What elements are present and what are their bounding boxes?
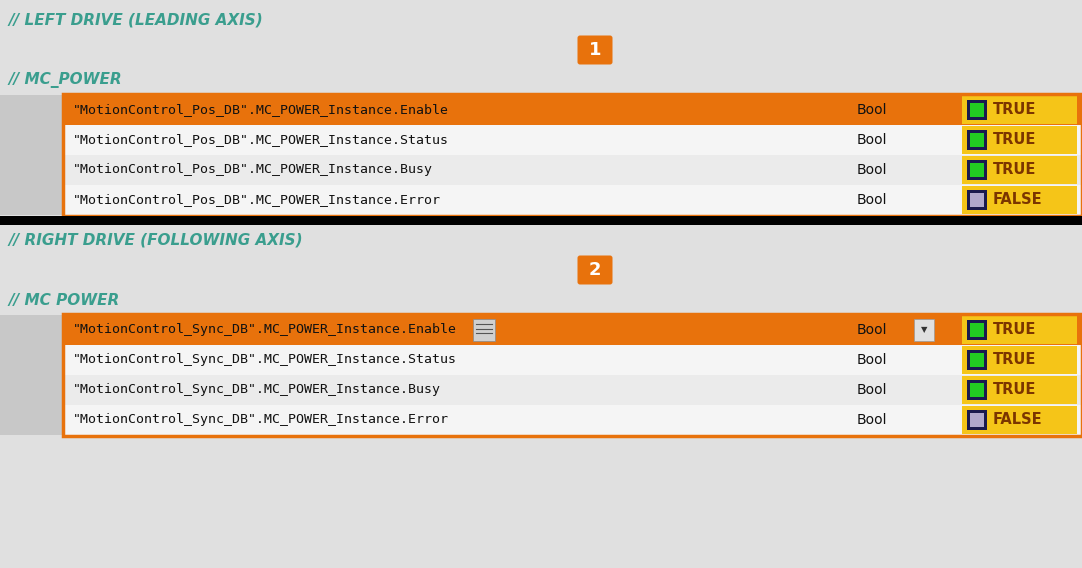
Bar	[0, 95, 1082, 125]
Text: TRUE: TRUE	[993, 323, 1037, 337]
Bar	[914, 319, 934, 341]
Bar	[969, 323, 984, 337]
Text: "MotionControl_Pos_DB".MC_POWER_Instance.Status: "MotionControl_Pos_DB".MC_POWER_Instance…	[72, 133, 449, 147]
Bar	[969, 103, 984, 117]
Bar	[967, 160, 987, 180]
Bar	[962, 156, 1077, 184]
Bar	[0, 155, 65, 185]
Bar	[0, 125, 65, 155]
Bar	[962, 316, 1077, 344]
Text: "MotionControl_Sync_DB".MC_POWER_Instance.Enable: "MotionControl_Sync_DB".MC_POWER_Instanc…	[72, 324, 457, 336]
Text: // LEFT DRIVE (LEADING AXIS): // LEFT DRIVE (LEADING AXIS)	[8, 12, 263, 27]
Text: FALSE: FALSE	[993, 193, 1043, 207]
Bar	[0, 185, 65, 215]
Text: TRUE: TRUE	[993, 132, 1037, 148]
Bar	[969, 383, 984, 397]
FancyBboxPatch shape	[578, 35, 612, 65]
Bar	[63, 94, 1082, 216]
Bar	[0, 155, 1082, 185]
Bar	[962, 376, 1077, 404]
Bar	[0, 255, 1082, 285]
Bar	[967, 320, 987, 340]
Bar	[969, 353, 984, 367]
Text: Bool: Bool	[857, 163, 887, 177]
Text: "MotionControl_Sync_DB".MC_POWER_Instance.Busy: "MotionControl_Sync_DB".MC_POWER_Instanc…	[72, 383, 441, 396]
Text: Bool: Bool	[857, 353, 887, 367]
Bar	[962, 346, 1077, 374]
Bar	[969, 163, 984, 177]
Bar	[0, 35, 1082, 65]
Text: // RIGHT DRIVE (FOLLOWING AXIS): // RIGHT DRIVE (FOLLOWING AXIS)	[8, 232, 303, 248]
Text: "MotionControl_Sync_DB".MC_POWER_Instance.Error: "MotionControl_Sync_DB".MC_POWER_Instanc…	[72, 414, 449, 427]
Text: Bool: Bool	[857, 323, 887, 337]
Bar	[962, 186, 1077, 214]
Bar	[962, 126, 1077, 154]
Bar	[0, 185, 1082, 215]
Bar	[0, 375, 1082, 405]
Bar	[0, 405, 1082, 435]
Bar	[0, 345, 1082, 375]
Bar	[0, 315, 1082, 345]
Text: TRUE: TRUE	[993, 102, 1037, 118]
Text: Bool: Bool	[857, 383, 887, 397]
Bar	[0, 375, 65, 405]
Bar	[967, 410, 987, 430]
Text: TRUE: TRUE	[993, 162, 1037, 177]
Text: "MotionControl_Sync_DB".MC_POWER_Instance.Status: "MotionControl_Sync_DB".MC_POWER_Instanc…	[72, 353, 457, 366]
Bar	[0, 315, 65, 345]
Text: FALSE: FALSE	[993, 412, 1043, 428]
Bar	[969, 413, 984, 427]
Bar	[969, 193, 984, 207]
Bar	[962, 96, 1077, 124]
Bar	[0, 5, 1082, 35]
Bar	[967, 380, 987, 400]
Text: Bool: Bool	[857, 103, 887, 117]
Bar	[473, 319, 494, 341]
Bar	[0, 216, 1082, 225]
Bar	[65, 315, 1082, 345]
Text: // MC POWER: // MC POWER	[8, 293, 119, 307]
Bar	[967, 350, 987, 370]
Bar	[967, 190, 987, 210]
FancyBboxPatch shape	[578, 256, 612, 285]
Text: // MC_POWER: // MC_POWER	[8, 72, 121, 88]
Bar	[0, 405, 65, 435]
Bar	[63, 314, 1082, 436]
Bar	[962, 406, 1077, 434]
Text: Bool: Bool	[857, 413, 887, 427]
Bar	[0, 225, 1082, 255]
Bar	[0, 125, 1082, 155]
Text: 2: 2	[589, 261, 602, 279]
Bar	[65, 95, 1082, 125]
Bar	[969, 133, 984, 147]
Bar	[967, 130, 987, 150]
Text: "MotionControl_Pos_DB".MC_POWER_Instance.Enable: "MotionControl_Pos_DB".MC_POWER_Instance…	[72, 103, 449, 116]
Text: TRUE: TRUE	[993, 353, 1037, 367]
Text: TRUE: TRUE	[993, 382, 1037, 398]
Bar	[0, 345, 65, 375]
Bar	[0, 95, 65, 125]
Text: 1: 1	[589, 41, 602, 59]
Text: Bool: Bool	[857, 193, 887, 207]
Bar	[0, 285, 1082, 315]
Text: ▼: ▼	[921, 325, 927, 335]
Text: "MotionControl_Pos_DB".MC_POWER_Instance.Error: "MotionControl_Pos_DB".MC_POWER_Instance…	[72, 194, 441, 207]
Bar	[0, 65, 1082, 95]
Text: Bool: Bool	[857, 133, 887, 147]
Bar	[967, 100, 987, 120]
Text: "MotionControl_Pos_DB".MC_POWER_Instance.Busy: "MotionControl_Pos_DB".MC_POWER_Instance…	[72, 164, 433, 177]
